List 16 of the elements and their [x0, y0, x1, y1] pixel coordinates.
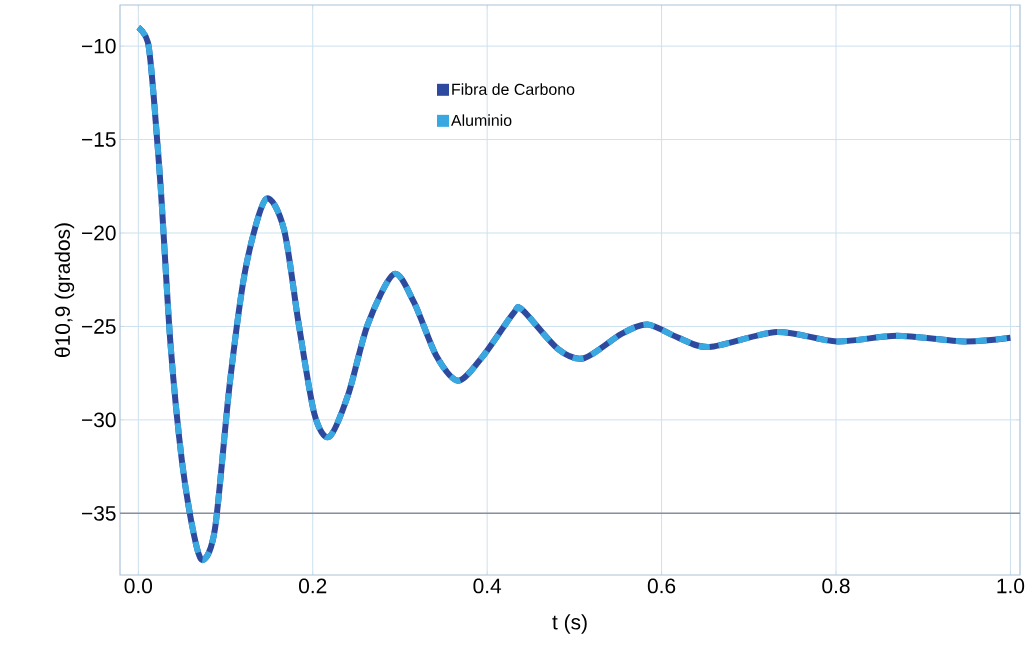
legend-label: Fibra de Carbono: [452, 83, 575, 95]
y-tick-label: −25: [82, 319, 116, 334]
y-tick-label: −35: [82, 505, 116, 521]
x-tick-label: 0.8: [822, 578, 850, 594]
x-tick-label: 0.6: [647, 578, 676, 594]
x-tick-label: 0.0: [124, 578, 153, 594]
x-tick-label: 0.4: [473, 578, 502, 594]
x-axis-title: t (s): [552, 614, 587, 634]
x-tick-label: 0.2: [299, 578, 327, 594]
y-tick-label: −15: [82, 132, 116, 147]
y-tick-label: −10: [82, 38, 116, 54]
legend-label: Aluminio: [451, 114, 512, 127]
x-tick-label: 1.0: [997, 578, 1025, 594]
y-tick-label: −20: [82, 225, 116, 241]
y-tick-label: −30: [82, 412, 116, 428]
y-axis-title: θ10,9 (grados): [54, 223, 75, 357]
